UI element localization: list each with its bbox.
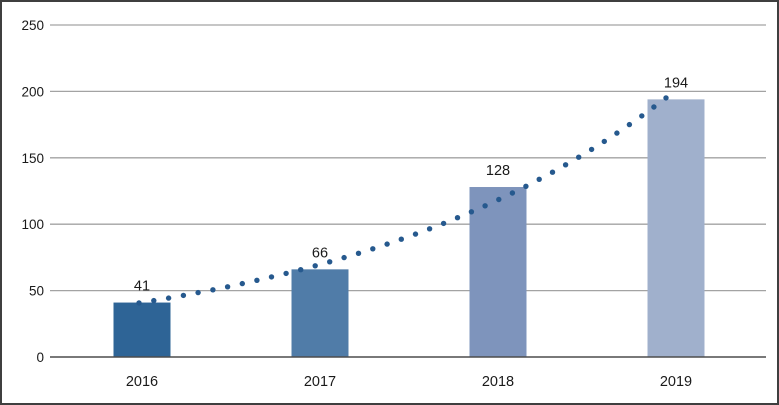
trend-dot bbox=[341, 254, 347, 261]
trend-dot bbox=[327, 259, 333, 265]
trend-dot bbox=[426, 226, 433, 232]
trend-dot bbox=[239, 280, 245, 287]
trend-dot bbox=[254, 277, 260, 283]
bar-2017 bbox=[291, 269, 349, 357]
trend-dot bbox=[312, 263, 318, 269]
trend-dot bbox=[626, 121, 633, 128]
trend-dot bbox=[136, 300, 142, 306]
x-axis-category-label-2017: 2017 bbox=[304, 374, 336, 390]
trend-dot bbox=[468, 209, 475, 215]
y-axis-tick-label-100: 100 bbox=[21, 217, 44, 232]
trend-dot bbox=[496, 196, 502, 203]
y-axis-tick-label-200: 200 bbox=[21, 84, 44, 99]
trend-dot bbox=[210, 287, 216, 293]
bar-value-label-2019: 194 bbox=[664, 75, 688, 91]
x-axis-category-label-2018: 2018 bbox=[482, 374, 514, 390]
bar-2019 bbox=[647, 99, 705, 358]
trend-dot bbox=[355, 250, 362, 256]
trend-dot bbox=[536, 176, 542, 182]
trend-dot bbox=[151, 297, 157, 304]
trend-dot bbox=[601, 138, 607, 145]
bar-2018 bbox=[469, 187, 527, 357]
trend-dot bbox=[412, 231, 419, 237]
trend-dot bbox=[268, 274, 275, 280]
bar-2016 bbox=[113, 302, 171, 357]
trend-dot bbox=[588, 146, 595, 153]
trend-dot bbox=[523, 183, 529, 189]
trend-dot bbox=[370, 246, 376, 252]
trend-dot bbox=[651, 104, 657, 110]
trend-dot bbox=[663, 95, 669, 101]
dotted-trend-line bbox=[136, 95, 669, 306]
x-axis-category-label-2019: 2019 bbox=[660, 374, 692, 390]
trend-dot bbox=[482, 203, 488, 209]
trend-dot bbox=[576, 154, 582, 160]
trend-dot bbox=[549, 169, 556, 175]
trend-dot bbox=[384, 241, 390, 247]
y-axis-tick-label-0: 0 bbox=[36, 350, 44, 365]
x-axis-category-label-2016: 2016 bbox=[126, 374, 158, 390]
trend-dot bbox=[639, 113, 645, 119]
trend-dot bbox=[165, 295, 172, 301]
trend-dot bbox=[454, 215, 461, 221]
trend-dot bbox=[509, 190, 516, 196]
trend-dot bbox=[283, 270, 289, 277]
y-axis-tick-label-250: 250 bbox=[21, 18, 44, 33]
trend-dot bbox=[195, 289, 201, 296]
bar-value-label-2018: 128 bbox=[486, 163, 510, 179]
trend-dot bbox=[224, 284, 231, 290]
trend-dot bbox=[398, 236, 404, 242]
trend-dot bbox=[614, 130, 620, 136]
y-axis-tick-label-150: 150 bbox=[21, 151, 44, 166]
trend-dot bbox=[298, 267, 304, 273]
bar-value-label-2017: 66 bbox=[312, 245, 328, 261]
trend-dot bbox=[440, 220, 447, 227]
trend-dot bbox=[180, 292, 187, 299]
bar-value-label-2016: 41 bbox=[134, 279, 150, 295]
y-axis-tick-label-50: 50 bbox=[29, 284, 44, 299]
trend-dot bbox=[562, 162, 569, 168]
